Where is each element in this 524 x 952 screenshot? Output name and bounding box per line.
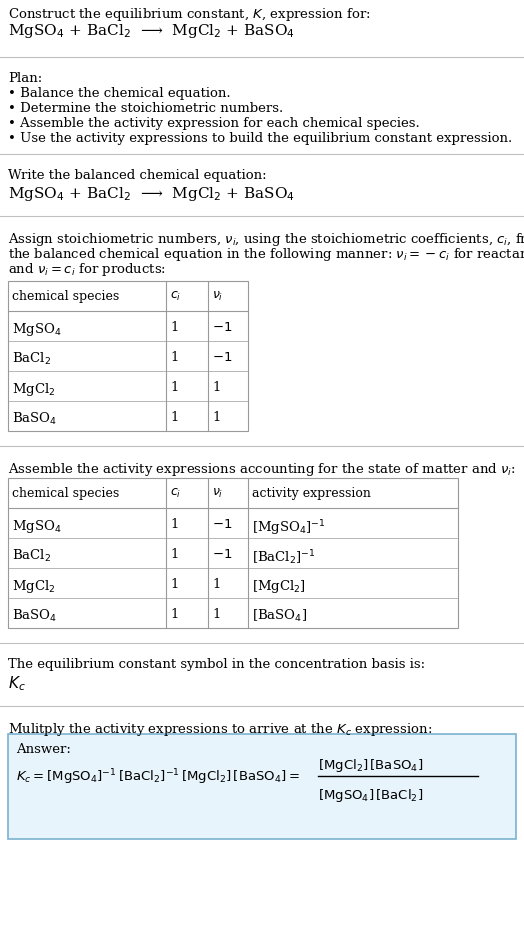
Text: BaCl$_2$: BaCl$_2$ (12, 350, 51, 367)
Text: activity expression: activity expression (252, 486, 371, 500)
Text: $-1$: $-1$ (212, 547, 232, 561)
Text: BaSO$_4$: BaSO$_4$ (12, 607, 57, 624)
Text: Assemble the activity expressions accounting for the state of matter and $\nu_i$: Assemble the activity expressions accoun… (8, 461, 516, 478)
Text: MgSO$_4$: MgSO$_4$ (12, 518, 61, 534)
Text: chemical species: chemical species (12, 289, 119, 303)
Text: MgCl$_2$: MgCl$_2$ (12, 578, 56, 594)
Text: BaSO$_4$: BaSO$_4$ (12, 410, 57, 426)
Text: 1: 1 (170, 381, 178, 393)
Text: • Balance the chemical equation.: • Balance the chemical equation. (8, 87, 231, 100)
Text: • Determine the stoichiometric numbers.: • Determine the stoichiometric numbers. (8, 102, 283, 115)
Text: Answer:: Answer: (16, 743, 71, 755)
Text: $K_c = [\mathrm{MgSO_4}]^{-1}\,[\mathrm{BaCl_2}]^{-1}\,[\mathrm{MgCl_2}]\,[\math: $K_c = [\mathrm{MgSO_4}]^{-1}\,[\mathrm{… (16, 766, 300, 785)
Text: $c_i$: $c_i$ (170, 289, 181, 303)
Text: $[\mathrm{MgCl_2}]\,[\mathrm{BaSO_4}]$: $[\mathrm{MgCl_2}]\,[\mathrm{BaSO_4}]$ (318, 756, 423, 773)
Text: $K_c$: $K_c$ (8, 673, 26, 692)
Text: 1: 1 (212, 381, 221, 393)
Text: Assign stoichiometric numbers, $\nu_i$, using the stoichiometric coefficients, $: Assign stoichiometric numbers, $\nu_i$, … (8, 230, 524, 248)
Text: 1: 1 (170, 518, 178, 530)
Text: $\nu_i$: $\nu_i$ (212, 486, 223, 500)
Text: Mulitply the activity expressions to arrive at the $K_c$ expression:: Mulitply the activity expressions to arr… (8, 721, 432, 737)
Text: MgSO$_4$: MgSO$_4$ (12, 321, 61, 338)
Bar (8, 282, 248, 431)
Text: [MgCl$_2$]: [MgCl$_2$] (252, 578, 306, 594)
Text: The equilibrium constant symbol in the concentration basis is:: The equilibrium constant symbol in the c… (8, 657, 425, 670)
Text: chemical species: chemical species (12, 486, 119, 500)
Text: $c_i$: $c_i$ (170, 486, 181, 500)
Text: and $\nu_i = c_i$ for products:: and $\nu_i = c_i$ for products: (8, 261, 166, 278)
Text: $\nu_i$: $\nu_i$ (212, 289, 223, 303)
Text: $-1$: $-1$ (212, 518, 232, 530)
Text: 1: 1 (170, 410, 178, 424)
Text: [BaSO$_4$]: [BaSO$_4$] (252, 607, 307, 624)
Text: • Assemble the activity expression for each chemical species.: • Assemble the activity expression for e… (8, 117, 420, 129)
Text: BaCl$_2$: BaCl$_2$ (12, 547, 51, 564)
Text: 1: 1 (170, 321, 178, 333)
Text: • Use the activity expressions to build the equilibrium constant expression.: • Use the activity expressions to build … (8, 132, 512, 145)
Text: $[\mathrm{MgSO_4}]\,[\mathrm{BaCl_2}]$: $[\mathrm{MgSO_4}]\,[\mathrm{BaCl_2}]$ (318, 786, 423, 803)
Text: 1: 1 (170, 607, 178, 621)
Text: 1: 1 (212, 607, 221, 621)
Text: the balanced chemical equation in the following manner: $\nu_i = -c_i$ for react: the balanced chemical equation in the fo… (8, 246, 524, 263)
Text: 1: 1 (170, 547, 178, 561)
Text: 1: 1 (170, 578, 178, 590)
Bar (8, 479, 458, 628)
Text: Write the balanced chemical equation:: Write the balanced chemical equation: (8, 169, 267, 182)
Bar (8, 734, 516, 839)
Text: [MgSO$_4$]$^{-1}$: [MgSO$_4$]$^{-1}$ (252, 518, 325, 537)
Text: 1: 1 (170, 350, 178, 364)
Text: 1: 1 (212, 410, 221, 424)
Text: [BaCl$_2$]$^{-1}$: [BaCl$_2$]$^{-1}$ (252, 547, 315, 566)
Text: 1: 1 (212, 578, 221, 590)
Text: Construct the equilibrium constant, $K$, expression for:: Construct the equilibrium constant, $K$,… (8, 6, 370, 23)
Text: MgSO$_4$ + BaCl$_2$  ⟶  MgCl$_2$ + BaSO$_4$: MgSO$_4$ + BaCl$_2$ ⟶ MgCl$_2$ + BaSO$_4… (8, 185, 295, 203)
Text: $-1$: $-1$ (212, 350, 232, 364)
Text: MgCl$_2$: MgCl$_2$ (12, 381, 56, 398)
Text: Plan:: Plan: (8, 72, 42, 85)
Text: $-1$: $-1$ (212, 321, 232, 333)
Text: MgSO$_4$ + BaCl$_2$  ⟶  MgCl$_2$ + BaSO$_4$: MgSO$_4$ + BaCl$_2$ ⟶ MgCl$_2$ + BaSO$_4… (8, 22, 295, 40)
